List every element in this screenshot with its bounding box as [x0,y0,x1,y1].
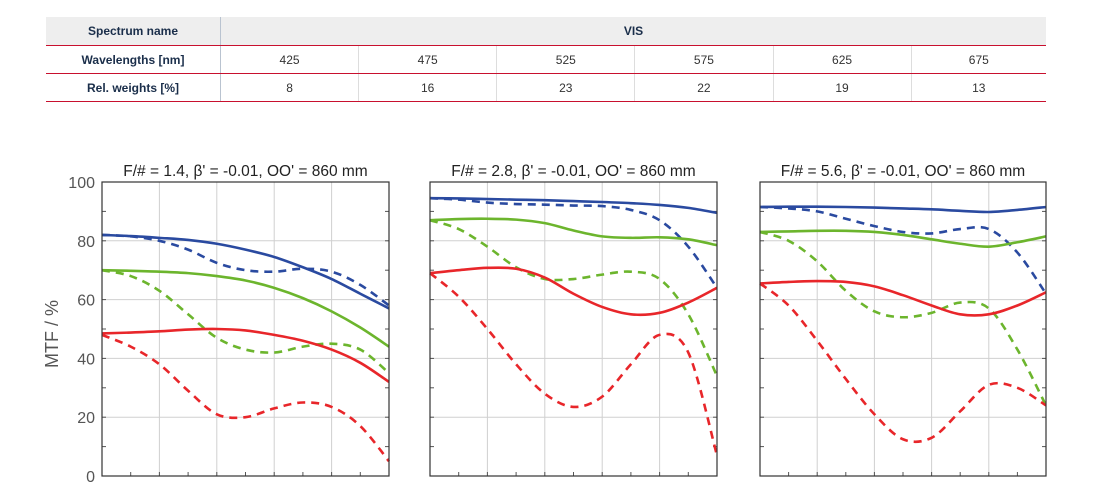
weights-row: Rel. weights [%] 8 16 23 22 19 13 [46,73,1046,102]
y-tick-label: 40 [77,351,95,368]
mtf-curve-dashed [429,196,719,289]
wavelength-cell: 675 [911,45,1046,74]
weight-cell: 19 [773,73,912,102]
wavelength-row: Wavelengths [nm] 425 475 525 575 625 675 [46,45,1046,74]
mtf-curve-solid [759,279,1047,317]
mtf-curve-dashed [101,233,390,307]
mtf-curve-solid [101,268,390,348]
plot-title: F/# = 2.8, β' = -0.01, OO' = 860 mm [451,163,695,180]
weight-cell: 22 [634,73,774,102]
mtf-curve-dashed [759,230,1048,407]
mtf-curve-dashed [101,333,391,463]
mtf-curve-dashed [759,205,1048,295]
wavelength-cell: 575 [634,45,774,74]
wavelength-cell: 525 [496,45,636,74]
mtf-curve-dashed [759,282,1047,444]
y-tick-label: 80 [77,234,95,251]
weight-cell: 16 [358,73,498,102]
spectrum-row: Spectrum name VIS [46,17,1046,46]
y-tick-label: 20 [77,410,95,427]
mtf-plot: F/# = 2.8, β' = -0.01, OO' = 860 mm [429,163,719,477]
mtf-plot: F/# = 1.4, β' = -0.01, OO' = 860 mm [101,163,391,477]
y-axis-label: MTF / % [42,300,62,368]
weight-cell: 13 [911,73,1046,102]
mtf-curve-solid [429,196,718,215]
wavelength-cell: 475 [358,45,498,74]
mtf-curve-dashed [429,272,719,456]
mtf-curve-solid [101,327,390,384]
wavelength-cell: 425 [220,45,360,74]
weight-cell: 8 [220,73,360,102]
weights-label: Rel. weights [%] [46,73,221,102]
plot-title: F/# = 1.4, β' = -0.01, OO' = 860 mm [123,163,367,180]
mtf-curve-solid [759,229,1047,248]
mtf-curve-dashed [429,218,719,377]
mtf-curve-solid [101,233,390,310]
mtf-curve-solid [429,217,718,247]
spectrum-name-value: VIS [220,17,1046,46]
plot-frame [101,181,390,477]
y-tick-label: 60 [77,293,95,310]
mtf-curve-solid [759,205,1047,214]
plot-title: F/# = 5.6, β' = -0.01, OO' = 860 mm [781,163,1025,180]
mtf-curve-solid [429,266,718,317]
spectrum-name-label: Spectrum name [46,17,221,46]
wavelength-cell: 625 [773,45,912,74]
wavelength-label: Wavelengths [nm] [46,45,221,74]
plot-frame [759,181,1047,477]
y-tick-label: 0 [86,469,95,486]
mtf-charts: MTF / % 0 20 40 60 80 100 F/# = 1.4, β' = -0.… [42,163,1048,486]
plot-frame [429,181,718,477]
mtf-plot: F/# = 5.6, β' = -0.01, OO' = 860 mm [759,163,1048,477]
spectrum-table: Spectrum name VIS Wavelengths [nm] 425 4… [46,17,1046,102]
y-axis: MTF / % 0 20 40 60 80 100 [42,175,95,486]
weight-cell: 23 [496,73,636,102]
y-tick-label: 100 [68,175,95,192]
